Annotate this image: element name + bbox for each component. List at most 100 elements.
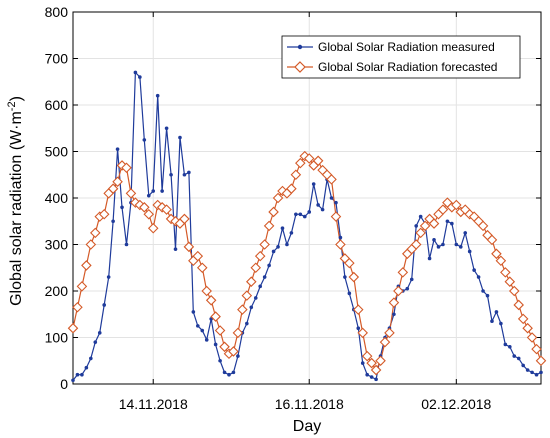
legend-marker-forecasted	[294, 61, 306, 73]
series-line-0	[72, 70, 542, 381]
forecast-point	[513, 299, 524, 311]
forecast-point	[205, 295, 217, 306]
measured-point	[458, 245, 463, 249]
forecast-point	[125, 188, 137, 199]
forecast-point	[139, 202, 150, 213]
forecast-point	[366, 357, 377, 369]
y-tick-label: 700	[45, 51, 69, 67]
y-tick-label: 500	[45, 144, 69, 160]
forecast-point	[259, 239, 270, 250]
measured-point	[93, 340, 98, 344]
legend-marker-measured	[297, 44, 303, 50]
measured-point	[356, 326, 361, 331]
measured-point	[280, 226, 285, 231]
measured-point	[485, 293, 490, 298]
series-markers	[67, 70, 547, 383]
forecast-point	[500, 267, 511, 278]
measured-point	[289, 231, 294, 235]
forecast-point	[219, 341, 230, 353]
forecast-point	[361, 350, 373, 362]
measured-point	[262, 275, 267, 279]
forecast-point	[491, 248, 502, 260]
forecast-point	[393, 285, 404, 297]
legend-entry-forecasted: Global Solar Radiation forecasted	[287, 60, 497, 74]
forecast-point	[370, 364, 382, 376]
measured-point	[347, 291, 352, 296]
measured-point	[508, 345, 512, 349]
forecast-point	[263, 220, 275, 232]
measured-point	[213, 342, 218, 347]
forecast-point	[183, 241, 195, 253]
measured-point	[80, 372, 84, 377]
measured-point	[169, 172, 173, 177]
measured-point	[276, 245, 280, 249]
measured-point	[84, 365, 89, 370]
measured-point	[441, 242, 445, 247]
forecast-point	[486, 234, 498, 246]
measured-point	[329, 196, 334, 200]
measured-point	[494, 310, 499, 314]
measured-point	[97, 331, 102, 335]
forecast-point	[228, 346, 239, 357]
x-axis-label: Day	[293, 418, 321, 435]
measured-point	[472, 268, 476, 272]
y-axis-ticks: 0 100 200 300 400 500 600 700 800	[45, 4, 541, 392]
forecast-point	[415, 227, 426, 239]
forecast-point	[531, 343, 542, 355]
measured-point	[245, 321, 249, 326]
measured-point	[196, 324, 200, 328]
measured-point	[155, 93, 160, 98]
measured-point	[89, 356, 93, 361]
forecast-point	[526, 332, 538, 343]
measured-point	[200, 328, 205, 333]
measured-point	[227, 372, 231, 377]
measured-point	[392, 312, 396, 317]
y-axis-label-tail: )	[8, 96, 25, 101]
y-tick-label: 200	[45, 283, 69, 299]
measured-point	[204, 338, 209, 342]
forecast-point	[210, 311, 221, 322]
measured-point	[405, 286, 410, 291]
measured-point	[115, 147, 120, 151]
forecast-point	[312, 155, 324, 167]
forecast-point	[522, 322, 533, 334]
measured-point	[454, 242, 459, 247]
forecast-point	[295, 157, 306, 169]
measured-point	[164, 126, 169, 131]
forecast-point	[335, 239, 346, 250]
measured-point	[490, 319, 494, 324]
measured-point	[316, 203, 320, 207]
measured-point	[445, 219, 450, 224]
measured-point	[71, 378, 75, 383]
measured-point	[222, 370, 227, 375]
forecast-point	[272, 192, 284, 204]
forecast-point	[352, 304, 364, 315]
measured-point	[307, 210, 312, 214]
measured-point	[418, 214, 423, 219]
x-axis-ticks: 14.11.2018 16.11.2018 02.12.2018	[119, 12, 492, 412]
measured-point	[476, 275, 481, 279]
forecast-point	[495, 255, 507, 267]
forecast-point	[477, 220, 489, 232]
forecast-point	[85, 239, 97, 250]
measured-point	[467, 249, 472, 254]
measured-point	[173, 247, 178, 251]
measured-point	[111, 219, 115, 224]
measured-point	[249, 305, 254, 310]
measured-point	[530, 370, 534, 375]
forecast-point	[286, 183, 297, 194]
forecast-point	[290, 169, 302, 181]
measured-point	[534, 372, 539, 377]
measured-point	[151, 189, 156, 193]
measured-point	[138, 75, 142, 79]
forecast-point	[344, 257, 355, 269]
forecast-point	[326, 174, 337, 185]
measured-point	[499, 321, 503, 326]
forecast-point	[107, 183, 119, 194]
y-tick-label: 300	[45, 237, 69, 253]
forecast-point	[250, 262, 262, 274]
forecast-point	[143, 208, 155, 220]
measured-point	[178, 135, 182, 140]
measured-point	[409, 277, 414, 282]
